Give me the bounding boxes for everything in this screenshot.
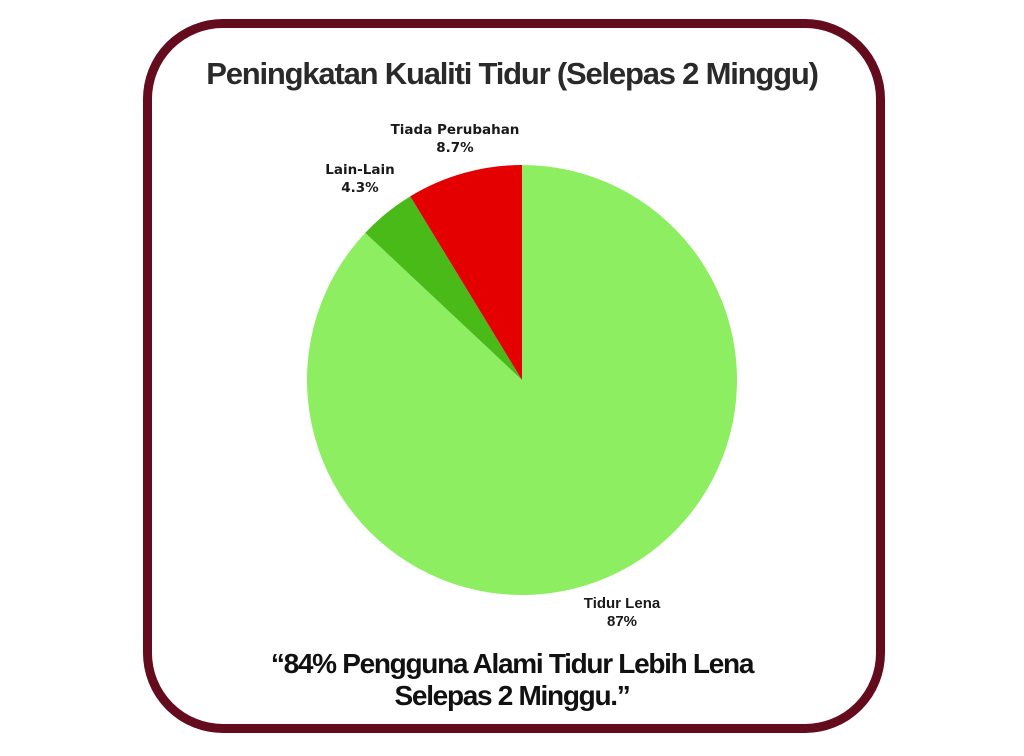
slice-label-tidur-lena: Tidur Lena 87% [562, 595, 682, 631]
pie-slice-tiada-perubahan [410, 165, 522, 380]
slice-label-tiada-perubahan: Tiada Perubahan 8.7% [370, 121, 540, 157]
pie-slice-lain-lain [365, 196, 522, 380]
slice-label-value: 4.3% [341, 180, 379, 196]
slice-label-lain-lain: Lain-Lain 4.3% [300, 161, 420, 197]
quote-line-1: “84% Pengguna Alami Tidur Lebih Lena [270, 648, 754, 679]
slice-label-name: Tiada Perubahan [390, 122, 520, 138]
slice-label-value: 8.7% [436, 140, 474, 156]
quote-line-2: Selepas 2 Minggu.” [394, 680, 631, 711]
summary-quote: “84% Pengguna Alami Tidur Lebih Lena Sel… [0, 648, 1024, 712]
slice-label-name: Tidur Lena [583, 595, 661, 612]
slice-label-value: 87% [606, 613, 638, 630]
pie-slice-tidur-lena [306, 165, 737, 595]
slice-label-name: Lain-Lain [325, 162, 395, 178]
chart-title: Peningkatan Kualiti Tidur (Selepas 2 Min… [206, 56, 819, 91]
